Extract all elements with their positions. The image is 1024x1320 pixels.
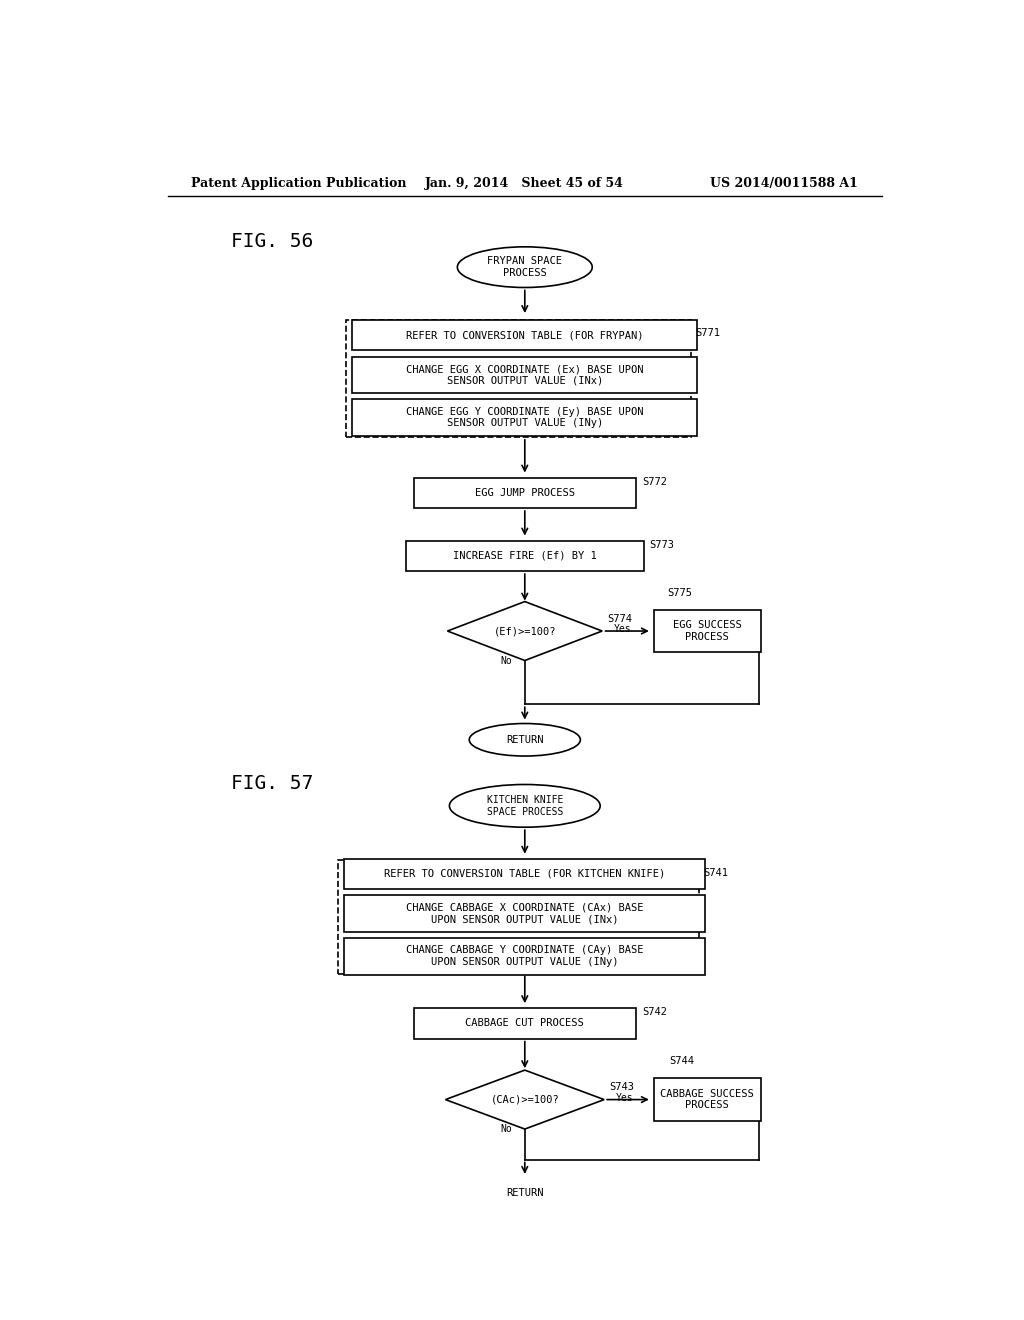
Text: EGG JUMP PROCESS: EGG JUMP PROCESS [475, 488, 574, 498]
Text: RETURN: RETURN [506, 735, 544, 744]
Text: S741: S741 [703, 869, 728, 878]
Text: CHANGE CABBAGE Y COORDINATE (CAy) BASE
UPON SENSOR OUTPUT VALUE (INy): CHANGE CABBAGE Y COORDINATE (CAy) BASE U… [407, 945, 643, 968]
Text: S743: S743 [609, 1082, 635, 1093]
Text: (Ef)>=100?: (Ef)>=100? [494, 626, 556, 636]
Bar [406, 541, 644, 572]
Text: No: No [501, 656, 512, 665]
Bar [344, 859, 706, 890]
Polygon shape [447, 602, 602, 660]
Ellipse shape [450, 784, 600, 828]
Bar [338, 859, 699, 974]
Ellipse shape [469, 1177, 581, 1209]
Bar [352, 356, 697, 393]
Text: REFER TO CONVERSION TABLE (FOR KITCHEN KNIFE): REFER TO CONVERSION TABLE (FOR KITCHEN K… [384, 869, 666, 879]
Text: Patent Application Publication: Patent Application Publication [191, 177, 407, 190]
Text: S771: S771 [695, 329, 721, 338]
Text: Jan. 9, 2014   Sheet 45 of 54: Jan. 9, 2014 Sheet 45 of 54 [425, 177, 625, 190]
Text: FIG. 57: FIG. 57 [231, 774, 313, 793]
Text: CABBAGE CUT PROCESS: CABBAGE CUT PROCESS [466, 1018, 584, 1028]
Text: S773: S773 [649, 540, 675, 549]
Bar [344, 939, 706, 974]
Bar [414, 478, 636, 508]
Bar [352, 399, 697, 436]
Text: FRYPAN SPACE
PROCESS: FRYPAN SPACE PROCESS [487, 256, 562, 279]
Text: EGG SUCCESS
PROCESS: EGG SUCCESS PROCESS [673, 620, 741, 642]
Text: S772: S772 [642, 477, 668, 487]
Text: KITCHEN KNIFE
SPACE PROCESS: KITCHEN KNIFE SPACE PROCESS [486, 795, 563, 817]
Text: CABBAGE SUCCESS
PROCESS: CABBAGE SUCCESS PROCESS [660, 1089, 755, 1110]
Bar [653, 610, 761, 652]
Text: S774: S774 [607, 614, 633, 624]
Text: CHANGE CABBAGE X COORDINATE (CAx) BASE
UPON SENSOR OUTPUT VALUE (INx): CHANGE CABBAGE X COORDINATE (CAx) BASE U… [407, 903, 643, 924]
Bar [352, 319, 697, 351]
Bar [653, 1078, 761, 1121]
Bar [414, 1008, 636, 1039]
Text: INCREASE FIRE (Ef) BY 1: INCREASE FIRE (Ef) BY 1 [453, 550, 597, 561]
Text: US 2014/0011588 A1: US 2014/0011588 A1 [711, 177, 858, 190]
Text: RETURN: RETURN [506, 1188, 544, 1199]
Polygon shape [445, 1071, 604, 1129]
Bar [346, 319, 691, 437]
Text: CHANGE EGG Y COORDINATE (Ey) BASE UPON
SENSOR OUTPUT VALUE (INy): CHANGE EGG Y COORDINATE (Ey) BASE UPON S… [407, 407, 643, 429]
Text: FIG. 56: FIG. 56 [231, 232, 313, 251]
Text: Yes: Yes [613, 624, 632, 634]
Text: No: No [501, 1125, 512, 1134]
Text: CHANGE EGG X COORDINATE (Ex) BASE UPON
SENSOR OUTPUT VALUE (INx): CHANGE EGG X COORDINATE (Ex) BASE UPON S… [407, 364, 643, 385]
Bar [344, 895, 706, 932]
Text: Yes: Yes [615, 1093, 633, 1102]
Text: REFER TO CONVERSION TABLE (FOR FRYPAN): REFER TO CONVERSION TABLE (FOR FRYPAN) [407, 330, 643, 341]
Text: S742: S742 [642, 1007, 668, 1018]
Ellipse shape [458, 247, 592, 288]
Ellipse shape [469, 723, 581, 756]
Text: (CAc)>=100?: (CAc)>=100? [490, 1094, 559, 1105]
Text: S775: S775 [668, 589, 692, 598]
Text: S744: S744 [670, 1056, 694, 1067]
